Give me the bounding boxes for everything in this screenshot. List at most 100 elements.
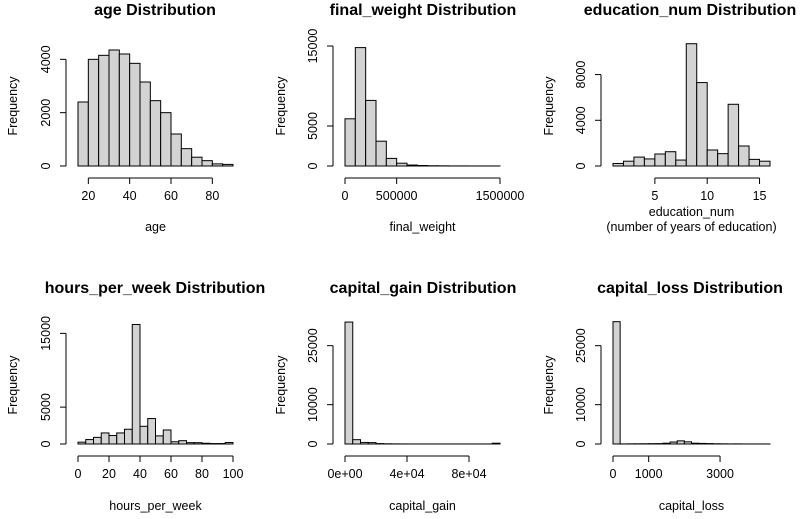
histogram-panel: capital_loss Distribution 0 1000 3000 0 10000… [542,280,783,513]
histogram-bar [683,441,693,445]
x-tick-label: 500000 [376,189,418,203]
y-tick-label: 0 [39,162,53,169]
histogram-bar [131,324,141,445]
y-tick-label: 25000 [306,328,320,363]
histogram-panel: capital_gain Distribution 0e+00 4e+04 8e+04… [274,280,516,513]
histogram-bar [727,103,740,167]
y-axis-label: Frequency [542,76,556,136]
histogram-bar [385,157,398,167]
histogram-bar [491,442,501,445]
x-tick-label: 20 [81,189,95,203]
y-tick-label: 10000 [306,387,320,422]
histogram-bar [160,112,172,167]
y-tick-label: 15000 [306,29,320,64]
histogram-bar [698,442,707,445]
y-axis-label: Frequency [274,76,288,136]
y-axis-label: Frequency [542,355,556,415]
histogram-bar [178,440,187,445]
histogram-panel: final_weight Distribution 0 500000 1500000 0… [274,2,524,234]
histogram-bar [685,43,698,167]
x-tick-label: 0e+00 [327,467,362,481]
histogram-bar [691,442,700,445]
y-tick-label: 0 [306,440,320,447]
histogram-bar [149,100,162,167]
x-axis-label: education_num [649,205,734,219]
histogram-bar [147,418,156,445]
x-axis-label: capital_gain [389,499,456,513]
histogram-bar [116,432,125,445]
histogram-bar [108,435,118,445]
histogram-bar [100,432,110,445]
x-tick-label: 0 [342,189,349,203]
histogram-bar [612,162,624,167]
histogram-bar [375,140,387,167]
histogram-bar [129,62,141,167]
histogram-bar [696,82,708,167]
y-tick-label: 8000 [574,61,588,89]
histogram-bar [124,428,133,445]
x-tick-label: 15 [753,189,767,203]
x-axis-label: capital_loss [659,499,724,513]
x-tick-label: 4e+04 [389,467,424,481]
x-tick-label: 0 [610,467,617,481]
x-tick-label: 100 [223,467,244,481]
histogram-bar [191,156,203,167]
histogram-bar [201,160,213,167]
histogram-bar [222,163,234,167]
histogram-bar [406,164,418,167]
x-tick-label: 40 [123,189,137,203]
x-tick-label: 1000 [635,467,663,481]
chart-title: hours_per_week Distribution [45,280,266,297]
histogram-panel: age Distribution 20 40 60 80 0 2000 4000 age Freq… [6,2,234,234]
y-axis-label: Frequency [6,355,20,415]
y-tick-label: 0 [574,162,588,169]
histogram-bar [77,441,87,445]
histogram-bar [633,156,645,167]
histogram-bar [354,47,367,167]
y-tick-label: 0 [39,440,53,447]
histogram-bar [662,442,671,445]
y-tick-label: 25000 [574,328,588,363]
histogram-bar [643,158,656,167]
x-tick-label: 1500000 [476,189,525,203]
histogram-bar [211,163,224,167]
x-tick-label: 10 [700,189,714,203]
histogram-bar [367,442,377,445]
histogram-bar [612,321,621,445]
y-tick-label: 5000 [306,112,320,140]
x-tick-label: 8e+04 [451,467,486,481]
y-axis-label: Frequency [274,355,288,415]
chart-title: capital_gain Distribution [330,280,517,297]
histogram-bar [622,160,635,167]
chart-title: capital_loss Distribution [597,280,783,297]
x-axis-label: age [145,220,166,234]
x-tick-label: 60 [164,189,178,203]
x-axis-sublabel: (number of years of education) [606,220,776,234]
x-tick-label: 5 [651,189,658,203]
histogram-bar [193,442,203,445]
y-axis-label: Frequency [6,76,20,136]
x-tick-label: 0 [75,467,82,481]
histogram-bar [170,133,182,167]
histogram-bar [139,425,149,445]
x-tick-label: 40 [133,467,147,481]
histogram-panel: education_num Distribution 5 10 15 0 4000 8000… [542,2,796,234]
histogram-bar [352,439,361,445]
histogram-bar [360,441,369,445]
histogram-bar [224,442,234,445]
y-tick-label: 4000 [39,45,53,73]
histogram-bar [675,159,687,167]
chart-title: final_weight Distribution [330,2,517,19]
histogram-bar [118,53,131,167]
y-tick-label: 4000 [574,106,588,134]
chart-title: age Distribution [94,2,216,19]
histogram-bar [201,442,211,445]
histogram-bar [108,49,120,167]
x-tick-label: 80 [205,189,219,203]
histogram-bar [365,99,377,167]
histogram-bar [676,440,685,445]
histogram-bar [98,54,110,167]
histogram-bar [77,101,89,167]
histogram-bar [139,81,151,167]
